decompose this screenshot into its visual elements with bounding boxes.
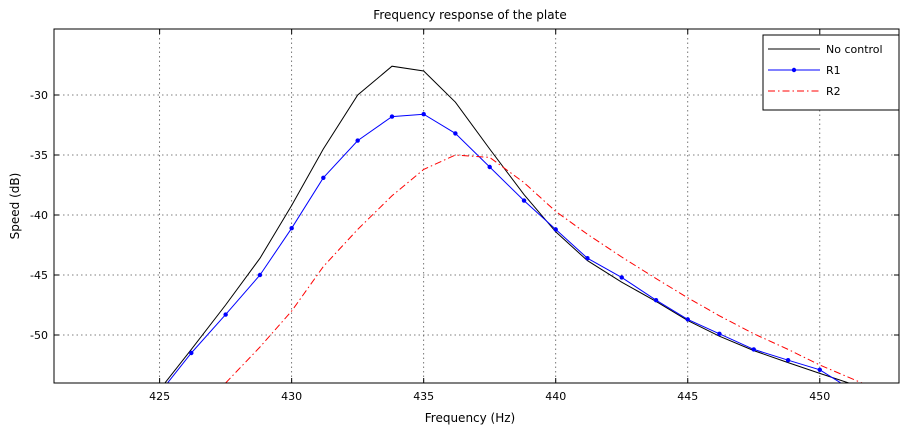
data-point-r1 bbox=[487, 164, 492, 170]
data-point-r1 bbox=[389, 114, 395, 119]
grid bbox=[54, 29, 899, 383]
x-tick-label: 445 bbox=[677, 390, 698, 403]
data-point-r1 bbox=[653, 298, 659, 303]
plot-frame bbox=[53, 28, 900, 384]
data-point-r1 bbox=[355, 138, 360, 143]
plot-area bbox=[54, 29, 899, 383]
series-layer bbox=[164, 65, 863, 383]
x-tick-label: 450 bbox=[809, 390, 830, 403]
data-point-r1 bbox=[585, 256, 590, 261]
data-point-r1 bbox=[453, 131, 458, 136]
series-line-r1 bbox=[167, 113, 842, 383]
data-point-r1 bbox=[619, 275, 624, 280]
data-point-r1 bbox=[421, 112, 426, 117]
data-point-r1 bbox=[553, 227, 558, 232]
series-line-no-control bbox=[164, 65, 849, 383]
y-axis-title: Speed (dB) bbox=[8, 173, 22, 240]
y-tick-label: -50 bbox=[30, 329, 48, 342]
data-point-r1 bbox=[817, 367, 822, 372]
data-point-r1 bbox=[717, 331, 722, 336]
series-line-r2 bbox=[225, 154, 863, 383]
data-point-r1 bbox=[321, 175, 326, 180]
legend-label-r1: R1 bbox=[826, 64, 841, 77]
x-tick-label: 435 bbox=[413, 390, 434, 403]
x-axis-title: Frequency (Hz) bbox=[425, 411, 516, 425]
data-point-r1 bbox=[257, 272, 263, 278]
y-tick-label: -35 bbox=[30, 149, 48, 162]
ticks: 425 430 435 440 445 450 -50 -45 -40 -35 -30 bbox=[30, 29, 899, 403]
y-tick-label: -45 bbox=[30, 269, 48, 282]
data-point-r1 bbox=[751, 347, 756, 352]
y-tick-label: -30 bbox=[30, 89, 48, 102]
legend: No control R1 R2 bbox=[762, 34, 900, 111]
y-tick-label: -40 bbox=[30, 209, 48, 222]
data-point-r1 bbox=[521, 198, 527, 203]
legend-label-r2: R2 bbox=[826, 85, 841, 98]
data-point-r1 bbox=[189, 350, 194, 356]
legend-box bbox=[762, 34, 900, 111]
legend-label-no-control: No control bbox=[826, 43, 883, 56]
x-tick-label: 430 bbox=[281, 390, 302, 403]
x-tick-label: 425 bbox=[149, 390, 170, 403]
data-point-r1 bbox=[785, 358, 791, 363]
data-point-r1 bbox=[223, 312, 228, 317]
legend-marker-r1 bbox=[791, 67, 797, 73]
data-point-r1 bbox=[685, 317, 690, 322]
data-point-r1 bbox=[289, 226, 294, 231]
x-tick-label: 440 bbox=[545, 390, 566, 403]
chart-title: Frequency response of the plate bbox=[373, 8, 566, 22]
